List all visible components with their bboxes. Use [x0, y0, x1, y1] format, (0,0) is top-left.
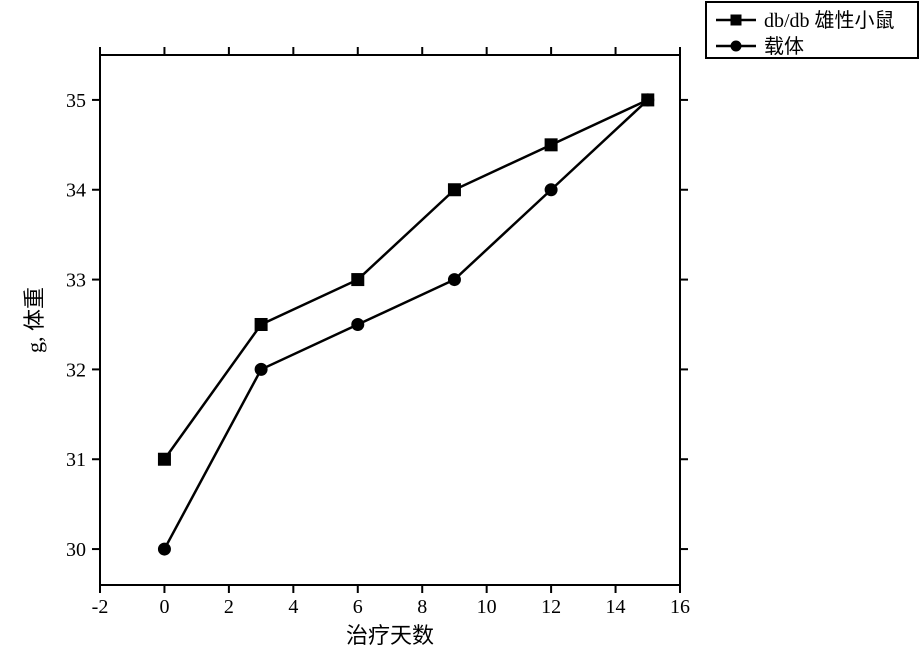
x-tick-label: 10 [477, 596, 497, 618]
y-tick-label: 33 [66, 270, 86, 292]
y-tick-label: 35 [66, 90, 86, 112]
series-line [164, 100, 647, 459]
x-tick-label: 12 [541, 596, 561, 618]
data-point-circle [352, 318, 364, 330]
y-tick-label: 34 [66, 180, 86, 202]
data-point-circle [158, 543, 170, 555]
chart-container: -2 0 2 4 6 8 10 12 14 16 治疗天数 30 31 32 33 34 35 g, 体重 db/d… [0, 0, 921, 655]
line-chart: -2 0 2 4 6 8 10 12 14 16 治疗天数 30 31 32 33 34 35 g, 体重 db/d… [0, 0, 921, 655]
y-tick-label: 32 [66, 359, 86, 381]
x-tick-label: 2 [224, 596, 234, 618]
x-tick-label: 6 [353, 596, 363, 618]
x-tick-label: 14 [606, 596, 626, 618]
data-point-circle [642, 94, 654, 106]
data-point-square [545, 139, 557, 151]
y-tick-label: 31 [66, 449, 86, 471]
legend-marker-circle [731, 41, 741, 51]
data-point-circle [255, 363, 267, 375]
x-tick-label: 16 [670, 596, 690, 618]
x-tick-label: -2 [92, 596, 109, 618]
x-axis-label: 治疗天数 [346, 623, 434, 648]
legend-marker-square [731, 15, 741, 25]
y-tick-label: 30 [66, 539, 86, 561]
data-point-square [352, 274, 364, 286]
x-tick-label: 0 [159, 596, 169, 618]
data-point-square [255, 318, 267, 330]
series-line [164, 100, 647, 549]
data-point-square [448, 184, 460, 196]
y-axis-label: g, 体重 [22, 287, 47, 353]
legend-label: db/db 雄性小鼠 [764, 9, 895, 32]
x-tick-label: 8 [417, 596, 427, 618]
legend-label: 载体 [764, 35, 804, 58]
data-point-square [158, 453, 170, 465]
data-point-circle [448, 274, 460, 286]
data-point-circle [545, 184, 557, 196]
x-tick-label: 4 [288, 596, 298, 618]
